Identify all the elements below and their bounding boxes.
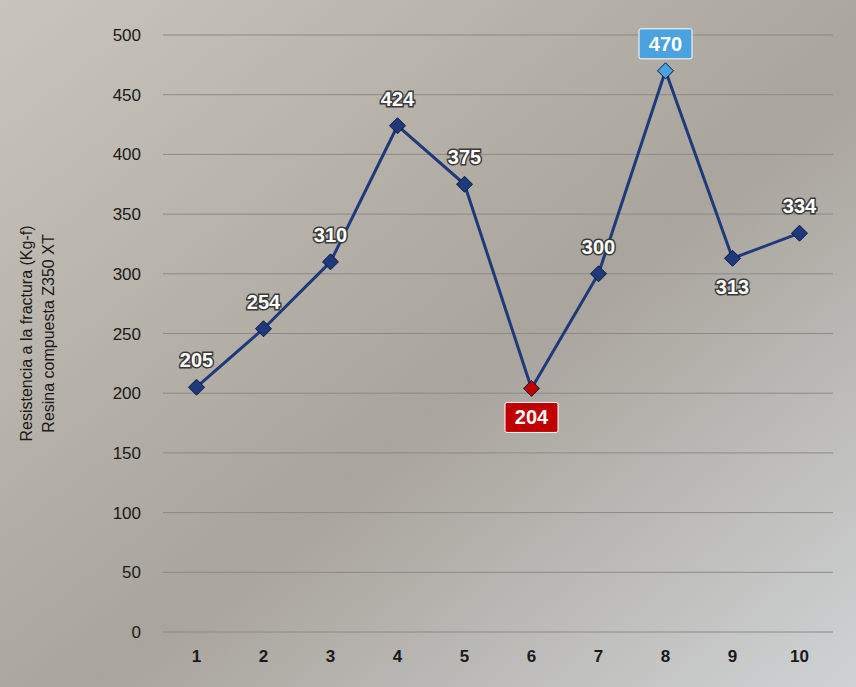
grid-line (163, 393, 833, 394)
data-point (457, 176, 473, 192)
x-tick-label: 6 (527, 647, 536, 666)
data-label: 204 (515, 406, 549, 428)
x-tick-label: 10 (790, 647, 809, 666)
y-tick-label: 500 (113, 26, 141, 45)
data-point (390, 118, 406, 134)
data-label: 254 (247, 291, 281, 313)
grid-line (163, 94, 833, 95)
y-tick-label: 400 (113, 145, 141, 164)
data-label: 375 (448, 146, 481, 168)
grid-line (163, 273, 833, 274)
x-tick-label: 3 (326, 647, 335, 666)
grid-line (163, 632, 833, 633)
data-label: 424 (381, 88, 415, 110)
x-tick-label: 1 (192, 647, 201, 666)
grid-line (163, 35, 833, 36)
grid-line (163, 154, 833, 155)
data-point (591, 266, 607, 282)
y-tick-label: 200 (113, 384, 141, 403)
data-point (524, 380, 540, 396)
y-tick-label: 350 (113, 205, 141, 224)
grid-line (163, 512, 833, 513)
data-line (197, 71, 800, 389)
data-label: 334 (783, 195, 817, 217)
data-point (323, 254, 339, 270)
y-tick-label: 450 (113, 86, 141, 105)
y-tick-label: 100 (113, 504, 141, 523)
y-axis-title: Resina compuesta Z350 XT (40, 234, 57, 433)
y-tick-label: 150 (113, 444, 141, 463)
chart: 0 50 100 150 200 250 300 350 400 450 500 1 2 3 4 5 6 7 8 9 1… (0, 0, 856, 687)
grid-line (163, 452, 833, 453)
data-point (189, 379, 205, 395)
data-label: 313 (716, 276, 749, 298)
label-box (639, 29, 692, 59)
x-tick-label: 5 (460, 647, 469, 666)
data-label: 310 (314, 224, 347, 246)
data-label: 300 (582, 236, 615, 258)
y-tick-label: 50 (122, 563, 141, 582)
data-point (658, 63, 674, 79)
x-tick-label: 9 (728, 647, 737, 666)
data-label: 470 (649, 33, 682, 55)
data-label: 205 (180, 349, 213, 371)
background (0, 0, 856, 687)
y-axis-title: Resistencia a la fractura (Kg-f) (18, 225, 35, 441)
grid-line (163, 572, 833, 573)
x-tick-label: 2 (259, 647, 268, 666)
plot-area (189, 63, 808, 397)
x-tick-label: 7 (594, 647, 603, 666)
x-tick-label: 8 (661, 647, 670, 666)
data-point (725, 250, 741, 266)
y-tick-label: 250 (113, 325, 141, 344)
y-tick-label: 300 (113, 265, 141, 284)
data-labels: 205 254 310 424 375 204 300 470 313 334 (180, 29, 817, 433)
data-point (792, 225, 808, 241)
data-point (256, 321, 272, 337)
label-box (505, 402, 558, 432)
y-tick-label: 0 (132, 623, 141, 642)
x-tick-label: 4 (393, 647, 403, 666)
grid-line (163, 214, 833, 215)
